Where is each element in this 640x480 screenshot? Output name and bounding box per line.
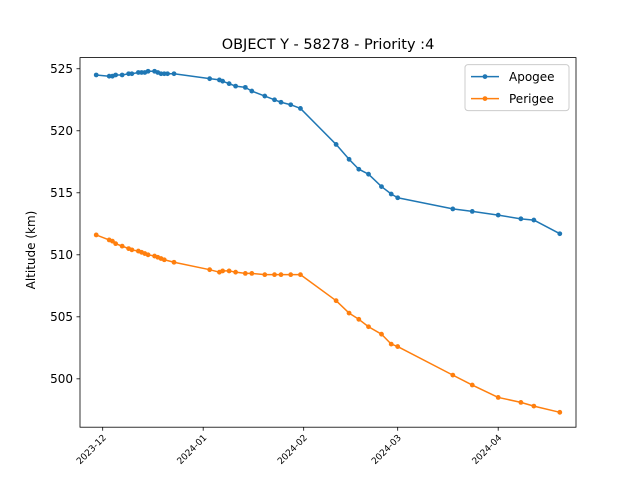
legend-label-apogee: Apogee (509, 70, 555, 84)
apogee-point (518, 216, 524, 222)
apogee-point (233, 83, 239, 89)
y-axis-label: Altitude (km) (24, 211, 38, 290)
perigee-point (272, 272, 277, 278)
perigee-point (450, 372, 456, 378)
perigee-point (207, 267, 213, 273)
series-layer (93, 68, 563, 415)
apogee-point (119, 72, 125, 78)
apogee-point (356, 166, 362, 172)
apogee-point (531, 217, 537, 223)
apogee-point (469, 208, 475, 214)
perigee-point (469, 382, 475, 388)
apogee-point (298, 106, 303, 111)
y-tick-label: 505 (50, 310, 73, 324)
perigee-point (262, 272, 268, 278)
apogee-point (288, 102, 294, 108)
perigee-point (93, 232, 99, 238)
apogee-point (379, 184, 384, 189)
apogee-point (226, 81, 232, 87)
apogee-point (93, 72, 99, 78)
perigee-point (161, 257, 167, 263)
apogee-point (346, 156, 352, 162)
perigee-point (226, 268, 232, 274)
apogee-point (113, 72, 119, 78)
perigee-point (346, 310, 352, 316)
perigee-point (242, 271, 248, 276)
apogee-point (450, 206, 456, 212)
perigee-point (129, 247, 135, 253)
perigee-point (388, 341, 394, 347)
perigee-point (518, 399, 524, 405)
legend-marker-apogee (482, 74, 488, 79)
legend-label-perigee: Perigee (509, 92, 554, 106)
perigee-point (395, 344, 401, 349)
perigee-point (171, 259, 177, 265)
perigee-point (495, 395, 501, 400)
y-tick-label: 500 (50, 372, 73, 386)
perigee-point (113, 241, 119, 247)
perigee-point (119, 243, 125, 249)
plot-frame (79, 57, 577, 428)
apogee-point (272, 97, 277, 103)
perigee-point (278, 272, 284, 278)
perigee-point (249, 271, 255, 276)
perigee-point (288, 272, 294, 278)
apogee-point (171, 71, 177, 77)
perigee-point (110, 238, 115, 244)
apogee-point (495, 212, 501, 218)
series-apogee (93, 68, 563, 237)
y-tick-label: 515 (50, 186, 73, 200)
perigee-point (145, 252, 151, 258)
perigee-point (379, 331, 384, 337)
apogee-point (207, 76, 213, 82)
apogee-point (129, 71, 135, 77)
perigee-point (531, 403, 537, 409)
perigee-point (333, 298, 339, 304)
perigee-point (233, 269, 239, 275)
apogee-point (249, 88, 255, 94)
perigee-point (366, 324, 371, 330)
y-tick-label: 520 (50, 124, 73, 138)
perigee-point (298, 272, 303, 278)
apogee-point (278, 99, 284, 105)
perigee-point (220, 268, 226, 274)
y-tick-label: 525 (50, 62, 73, 76)
apogee-point (395, 195, 401, 201)
perigee-point (557, 409, 563, 415)
apogee-point (262, 93, 268, 99)
apogee-point (220, 78, 226, 84)
perigee-point (356, 316, 362, 322)
apogee-point (366, 171, 371, 177)
apogee-point (333, 142, 339, 147)
legend-marker-perigee (482, 96, 488, 101)
apogee-point (388, 191, 394, 197)
y-tick-label: 510 (50, 248, 73, 262)
apogee-point (145, 68, 151, 74)
apogee-point (165, 71, 170, 77)
apogee-point (557, 231, 563, 237)
series-perigee (93, 232, 563, 415)
apogee-point (242, 84, 248, 90)
chart-title: OBJECT Y - 58278 - Priority :4 (222, 37, 435, 53)
legend: Apogee Perigee (464, 64, 570, 112)
